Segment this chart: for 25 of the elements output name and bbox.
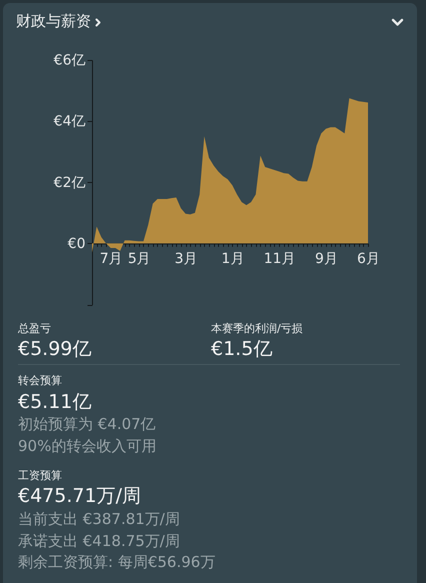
x-tick-label: 7月 — [100, 250, 123, 267]
text: 90%的转会收入可用 — [18, 437, 156, 455]
text: 剩余工资预算: 每周€56.96万 — [18, 553, 216, 571]
text: 初始预算为 €4.07亿 — [18, 415, 156, 433]
text: 总盈亏 — [18, 322, 51, 336]
text: 转会预算 — [18, 374, 62, 388]
text: €5.11亿 — [18, 391, 92, 414]
chart-title: 财政与薪资 — [16, 12, 91, 30]
y-tick-label: €6亿 — [54, 52, 86, 68]
x-tick-label: 5月 — [128, 250, 151, 267]
x-tick-label: 6月 — [357, 250, 380, 267]
y-tick-label: €0 — [68, 236, 86, 252]
x-tick-label: 11月 — [264, 250, 296, 267]
x-tick-label: 9月 — [314, 250, 338, 267]
text: 工资预算 — [18, 469, 62, 482]
x-tick-label: 1月 — [221, 250, 244, 267]
text: 承诺支出 €418.75万/周 — [18, 532, 180, 550]
text: 当前支出 €387.81万/周 — [18, 510, 180, 528]
text: €475.71万/周 — [18, 485, 141, 508]
text: €1.5亿 — [211, 338, 272, 361]
y-tick-label: €4亿 — [54, 114, 86, 130]
x-tick-label: 3月 — [174, 250, 198, 267]
y-tick-label: €2亿 — [54, 174, 86, 191]
text: €5.99亿 — [18, 338, 92, 361]
text: 本赛季的利润/亏损 — [211, 322, 303, 336]
